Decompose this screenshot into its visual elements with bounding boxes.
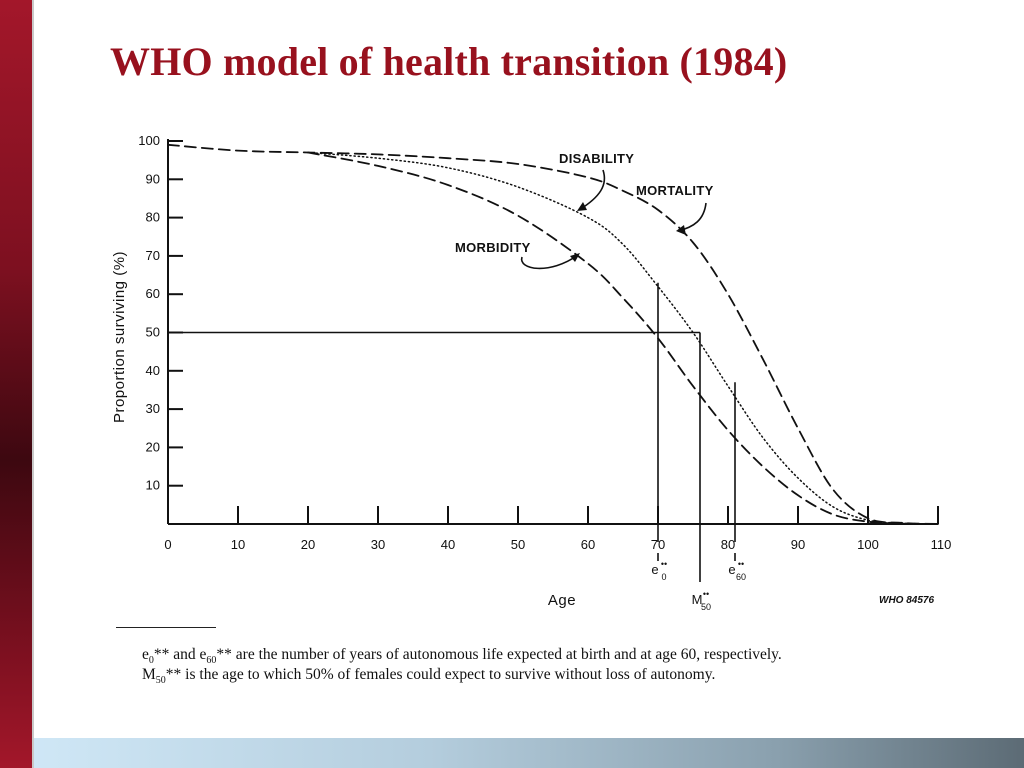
footnote-1-a: e	[142, 646, 149, 663]
series-label-disability: DISABILITY	[559, 151, 634, 166]
x-tick-label-80: 80	[721, 537, 735, 552]
x-tick-label-90: 90	[791, 537, 805, 552]
marker-main-60: e	[728, 562, 735, 577]
y-tick-label-50: 50	[146, 325, 160, 340]
chart-series	[167, 143, 939, 525]
series-label-mortality: MORTALITY	[636, 183, 714, 198]
y-tick-label-60: 60	[146, 286, 160, 301]
mortality-pointer-head	[676, 225, 686, 235]
footnote-2-c: ** is the age to which 50% of females co…	[165, 666, 716, 683]
x-tick-label-40: 40	[441, 537, 455, 552]
marker-sub-0: 0	[661, 572, 666, 582]
x-axis-title: Age	[548, 592, 576, 609]
disability-pointer-head	[577, 202, 587, 211]
footnote-rule	[116, 627, 216, 628]
x-tick-label-100: 100	[857, 537, 879, 552]
marker-dots-60: ••	[738, 559, 744, 569]
age-markers: e ••0M ••50e ••60	[651, 559, 746, 612]
marker-sub-50: 50	[701, 602, 711, 612]
y-tick-label-90: 90	[146, 171, 160, 186]
reference-lines	[168, 282, 736, 582]
curve-morbidity	[307, 151, 939, 525]
x-tick-label-30: 30	[371, 537, 385, 552]
footnote-2-a: M	[142, 666, 156, 683]
marker-e60: e •• 60	[728, 559, 746, 582]
y-tick-label-20: 20	[146, 439, 160, 454]
x-tick-label-60: 60	[581, 537, 595, 552]
footnote-line-2: M50** is the age to which 50% of females…	[142, 666, 715, 686]
x-tick-label-70: 70	[651, 537, 665, 552]
y-tick-label-30: 30	[146, 401, 160, 416]
curve-disability	[307, 151, 939, 525]
chart-axes: 10 20 30 40 50 60 70 80 90 100 0 10 20 30 40 50 60 70 80 90…	[138, 133, 951, 552]
y-axis-title: Proportion surviving (%)	[111, 251, 128, 423]
footnote-1-b: ** and e	[153, 646, 207, 663]
y-tick-label-100: 100	[138, 133, 160, 148]
marker-dots-0: ••	[661, 559, 667, 569]
footnote-1-c: ** are the number of years of autonomous…	[216, 646, 782, 663]
source-code: WHO 84576	[879, 595, 934, 606]
y-tick-label-40: 40	[146, 363, 160, 378]
marker-sub-60: 60	[736, 572, 746, 582]
axis-titles: Proportion surviving (%) Age WHO 84576	[111, 251, 934, 609]
marker-e0: e •• 0	[651, 559, 667, 582]
morbidity-pointer-head	[570, 253, 580, 262]
slide-title: WHO model of health transition (1984)	[110, 39, 788, 84]
x-tick-label-0: 0	[164, 537, 171, 552]
x-tick-label-10: 10	[231, 537, 245, 552]
x-tick-label-50: 50	[511, 537, 525, 552]
marker-m50: M •• 50	[692, 589, 711, 612]
footnote-line-1: e0** and e60** are the number of years o…	[142, 646, 782, 666]
footnote-1-b-sub: 60	[206, 655, 217, 667]
x-tick-label-20: 20	[301, 537, 315, 552]
footnote-2-a-sub: 50	[155, 675, 166, 687]
marker-dots-50: ••	[703, 589, 709, 599]
survival-chart: 10 20 30 40 50 60 70 80 90 100 0 10 20 30 40 50 60 70 80 90…	[111, 133, 951, 612]
footnote-1-a-sub: 0	[148, 655, 154, 667]
y-tick-label-70: 70	[146, 248, 160, 263]
marker-main-50: M	[692, 592, 703, 607]
marker-main-0: e	[651, 562, 658, 577]
y-tick-label-80: 80	[146, 210, 160, 225]
series-labels: DISABILITY MORTALITY MORBIDITY	[455, 151, 714, 270]
y-tick-label-10: 10	[146, 478, 160, 493]
left-accent-bar	[0, 0, 34, 768]
curve-mortality	[167, 143, 939, 525]
series-label-morbidity: MORBIDITY	[455, 240, 531, 255]
bottom-gradient-band	[34, 738, 1024, 768]
x-tick-label-110: 110	[931, 537, 952, 552]
morbidity-pointer	[521, 254, 579, 270]
